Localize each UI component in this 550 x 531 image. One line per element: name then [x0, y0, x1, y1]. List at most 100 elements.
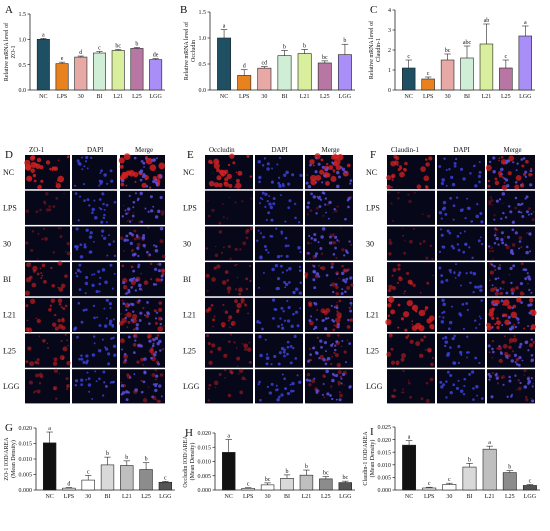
stain-blob: [235, 288, 237, 291]
nucleus-dot: [499, 287, 502, 290]
stain-blob: [431, 258, 434, 260]
stain-blob: [53, 385, 58, 391]
nucleus-dot: [439, 380, 443, 384]
micrograph-cell-merge: [305, 369, 353, 404]
stain-blob: [53, 313, 57, 317]
nucleus-dot: [344, 361, 347, 364]
bar-bi: [277, 55, 292, 91]
stain-blob: [249, 175, 253, 178]
stain-blob: [307, 241, 310, 245]
stain-blob: [390, 186, 393, 189]
stain-blob: [53, 386, 57, 391]
nucleus-dot: [520, 183, 523, 187]
stain-blob: [234, 201, 237, 204]
nucleus-dot: [105, 203, 109, 207]
nucleus-dot: [154, 384, 158, 388]
nucleus-dot: [97, 270, 101, 274]
stain-blob: [393, 160, 399, 166]
nucleus-dot: [159, 226, 164, 231]
nucleus-dot: [284, 282, 289, 287]
significance-letter: c: [247, 482, 250, 488]
nucleus-dot: [448, 168, 451, 171]
nucleus-dot: [510, 359, 514, 363]
nucleus-dot: [501, 324, 504, 327]
nucleus-dot: [154, 178, 158, 181]
nucleus-dot: [315, 181, 318, 184]
stain-blob: [349, 298, 352, 300]
stain-blob: [423, 335, 427, 339]
stain-blob: [40, 271, 43, 274]
nucleus-dot: [335, 398, 338, 401]
stain-blob: [121, 172, 129, 179]
bar-l21: [297, 53, 312, 91]
stain-blob: [238, 373, 240, 375]
stain-blob: [120, 382, 123, 384]
nucleus-dot: [113, 354, 116, 357]
bar-lps: [422, 487, 437, 491]
row-label: LGG: [366, 382, 383, 391]
stain-blob: [396, 281, 400, 285]
nucleus-dot: [440, 181, 444, 186]
nucleus-dot: [335, 272, 339, 276]
nucleus-dot: [281, 271, 284, 274]
y-tick-label: 0.020: [378, 438, 392, 444]
nucleus-dot: [466, 356, 469, 359]
stain-blob: [66, 339, 69, 342]
nucleus-dot: [445, 278, 449, 282]
y-tick-label: 0: [388, 88, 391, 94]
nucleus-dot: [286, 299, 289, 303]
nucleus-dot: [154, 248, 159, 253]
nucleus-dot: [524, 340, 529, 345]
nucleus-dot: [448, 268, 452, 273]
nucleus-dot: [154, 350, 158, 354]
nucleus-dot: [312, 328, 316, 331]
micrograph-background: [205, 226, 253, 261]
stain-blob: [221, 280, 227, 285]
bar-nc: [402, 444, 417, 491]
nucleus-dot: [497, 243, 500, 246]
stain-blob: [154, 369, 157, 372]
nucleus-dot: [323, 174, 327, 178]
stain-blob: [47, 347, 50, 349]
stain-blob: [244, 303, 247, 307]
nucleus-dot: [277, 176, 281, 179]
stain-blob: [333, 324, 336, 327]
nucleus-dot: [313, 238, 317, 242]
nucleus-dot: [478, 160, 481, 164]
stain-blob: [45, 208, 50, 212]
nucleus-dot: [264, 338, 267, 341]
nucleus-dot: [76, 159, 80, 163]
x-tick-label: NC: [405, 494, 413, 500]
stain-blob: [512, 350, 514, 353]
nucleus-dot: [139, 178, 143, 182]
nucleus-dot: [465, 272, 468, 275]
nucleus-dot: [259, 232, 262, 235]
stain-blob: [515, 389, 518, 391]
nucleus-dot: [272, 316, 275, 320]
nucleus-dot: [291, 381, 295, 386]
nucleus-dot: [75, 227, 79, 231]
stain-blob: [121, 299, 124, 302]
stain-blob: [67, 344, 69, 347]
nucleus-dot: [515, 362, 519, 366]
nucleus-dot: [277, 181, 281, 185]
stain-blob: [411, 320, 413, 322]
nucleus-dot: [344, 280, 348, 284]
nucleus-dot: [123, 238, 127, 242]
nucleus-dot: [74, 272, 78, 275]
bar-l21: [120, 465, 134, 491]
micrograph-cell-occludin: [205, 262, 253, 297]
nucleus-dot: [463, 377, 467, 381]
micrograph-cell-dapi: [72, 155, 117, 190]
row-label: NC: [3, 168, 14, 177]
nucleus-dot: [132, 200, 136, 204]
nucleus-dot: [80, 320, 84, 324]
nucleus-dot: [307, 359, 310, 363]
nucleus-dot: [439, 228, 443, 231]
nucleus-dot: [113, 200, 117, 204]
nucleus-dot: [326, 356, 331, 361]
nucleus-dot: [306, 205, 310, 209]
nucleus-dot: [275, 388, 278, 392]
stain-blob: [25, 241, 29, 245]
